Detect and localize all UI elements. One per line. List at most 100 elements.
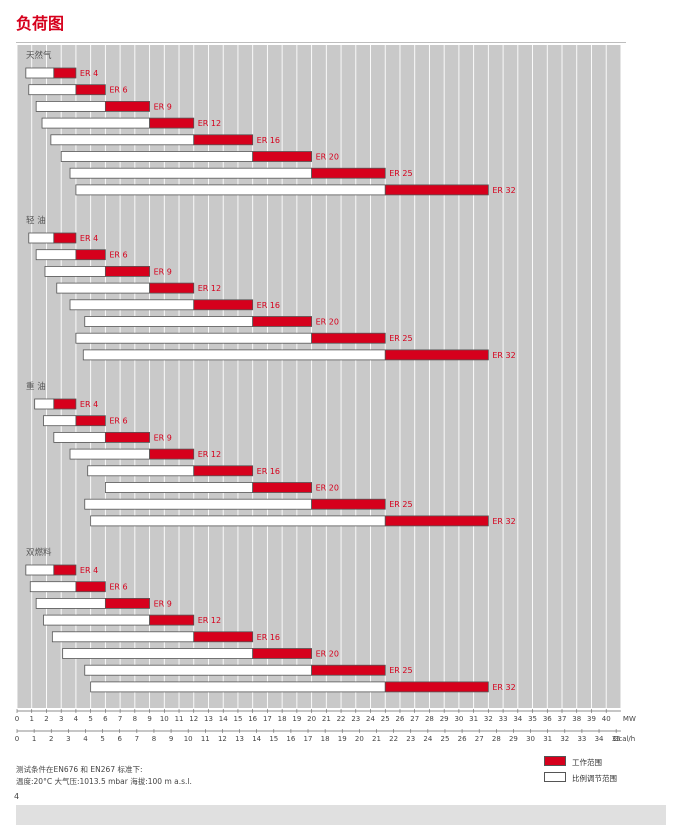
modulating-range-bar	[104, 482, 254, 493]
gcal-tick-label: 24	[423, 735, 432, 743]
gcal-tick-label: 3	[66, 735, 70, 743]
working-range-bar	[193, 299, 254, 311]
working-range-bar	[149, 448, 195, 460]
model-label: ER 4	[80, 566, 98, 575]
modulating-range-bar	[41, 117, 150, 129]
gcal-tick-label: 11	[201, 735, 210, 743]
mw-tick-label: 10	[160, 715, 169, 723]
modulating-range-bar	[75, 332, 312, 344]
working-range-bar	[53, 398, 77, 410]
footer-bar	[16, 805, 666, 825]
gcal-tick-label: 25	[441, 735, 450, 743]
page-title: 负荷图	[16, 14, 65, 33]
mw-tick-label: 0	[15, 715, 19, 723]
model-label: ER 4	[80, 69, 98, 78]
gcal-tick-label: 0	[15, 735, 19, 743]
modulating-range-bar	[25, 564, 55, 576]
mw-tick-label: 15	[233, 715, 242, 723]
load-chart: 天然气 ER 4 ER 6 ER 9 ER 12 ER 16 ER 20 ER 25 ER 32…	[15, 45, 636, 743]
mw-tick-label: 30	[454, 715, 463, 723]
mw-tick-label: 6	[103, 715, 108, 723]
legend-modulating-label: 比例调节范围	[572, 774, 617, 783]
mw-tick-label: 3	[59, 715, 63, 723]
mw-tick-label: 35	[528, 715, 537, 723]
working-range-bar	[252, 648, 312, 659]
modulating-range-bar	[69, 448, 150, 460]
legend-modulating-swatch	[544, 772, 566, 782]
modulating-range-bar	[35, 598, 106, 609]
model-label: ER 6	[109, 86, 127, 95]
gcal-tick-label: 18	[321, 735, 330, 743]
working-range-bar	[75, 581, 106, 593]
mw-tick-label: 14	[219, 715, 228, 723]
working-range-bar	[384, 349, 489, 361]
mw-tick-label: 25	[381, 715, 390, 723]
model-label: ER 20	[316, 650, 339, 659]
working-range-bar	[252, 316, 312, 327]
gcal-tick-label: 26	[458, 735, 467, 743]
mw-tick-label: 38	[572, 715, 581, 723]
model-label: ER 25	[389, 666, 412, 675]
modulating-range-bar	[56, 282, 150, 294]
working-range-bar	[384, 681, 489, 693]
modulating-range-bar	[82, 349, 386, 361]
mw-tick-label: 27	[410, 715, 419, 723]
model-label: ER 20	[316, 153, 339, 162]
mw-tick-label: 16	[248, 715, 257, 723]
modulating-range-bar	[51, 631, 195, 643]
mw-tick-label: 8	[133, 715, 137, 723]
gcal-tick-label: 21	[372, 735, 381, 743]
mw-tick-label: 17	[263, 715, 272, 723]
mw-tick-label: 21	[322, 715, 331, 723]
working-range-bar	[53, 564, 77, 576]
modulating-range-bar	[34, 398, 55, 410]
model-label: ER 4	[80, 234, 98, 243]
working-range-bar	[384, 515, 489, 527]
model-label: ER 25	[389, 169, 412, 178]
working-range-bar	[104, 265, 150, 277]
modulating-range-bar	[35, 101, 106, 112]
model-label: ER 9	[154, 599, 172, 608]
working-range-bar	[75, 249, 106, 261]
model-label: ER 9	[154, 267, 172, 276]
model-label: ER 20	[316, 484, 339, 493]
mw-tick-label: 19	[292, 715, 301, 723]
model-label: ER 12	[198, 284, 221, 293]
legend-working-swatch	[544, 756, 566, 766]
modulating-range-bar	[90, 681, 386, 693]
mw-tick-label: 32	[484, 715, 493, 723]
gcal-tick-label: 15	[269, 735, 278, 743]
model-label: ER 6	[109, 417, 127, 426]
mw-tick-label: 23	[351, 715, 360, 723]
mw-tick-label: 4	[74, 715, 79, 723]
modulating-range-bar	[84, 664, 312, 676]
gcal-tick-label: 2	[49, 735, 53, 743]
mw-tick-label: 20	[307, 715, 316, 723]
working-range-bar	[149, 614, 195, 626]
working-range-bar	[149, 117, 195, 129]
gcal-tick-label: 19	[338, 735, 347, 743]
model-label: ER 32	[492, 683, 515, 692]
modulating-range-bar	[90, 515, 386, 527]
modulating-range-bar	[62, 648, 254, 659]
mw-tick-label: 31	[469, 715, 478, 723]
test-conditions-note: 测试条件在EN676 和 EN267 标准下:	[16, 765, 143, 774]
mw-tick-label: 18	[278, 715, 287, 723]
gcal-tick-label: 30	[526, 735, 535, 743]
gcal-tick-label: 20	[355, 735, 364, 743]
model-label: ER 20	[316, 318, 339, 327]
title-divider	[16, 42, 626, 43]
mw-tick-label: 36	[543, 715, 552, 723]
modulating-range-bar	[50, 134, 195, 146]
working-range-bar	[252, 482, 312, 493]
fuel-group-label: 轻 油	[26, 215, 46, 226]
model-label: ER 16	[257, 136, 280, 145]
gcal-tick-label: 13	[235, 735, 244, 743]
mw-tick-label: 1	[29, 715, 33, 723]
model-label: ER 25	[389, 334, 412, 343]
model-label: ER 16	[257, 467, 280, 476]
fuel-group-label: 重 油	[26, 381, 46, 392]
page-number: 4	[14, 792, 20, 801]
gcal-tick-label: 12	[218, 735, 227, 743]
mw-tick-label: 26	[396, 715, 405, 723]
